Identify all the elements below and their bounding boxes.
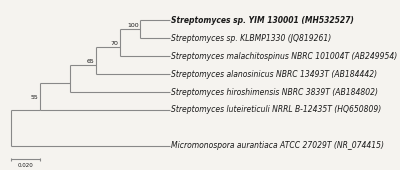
Text: 65: 65 <box>87 59 95 64</box>
Text: Streptomyces malachitospinus NBRC 101004T (AB249954): Streptomyces malachitospinus NBRC 101004… <box>171 52 397 61</box>
Text: 70: 70 <box>110 41 118 46</box>
Text: 0.020: 0.020 <box>18 163 34 168</box>
Text: Streptomyces luteireticuli NRRL B-12435T (HQ650809): Streptomyces luteireticuli NRRL B-12435T… <box>171 105 381 114</box>
Text: 100: 100 <box>127 23 139 28</box>
Text: Streptomyces sp. YIM 130001 (MH532527): Streptomyces sp. YIM 130001 (MH532527) <box>171 16 354 25</box>
Text: Micromonospora aurantiaca ATCC 27029T (NR_074415): Micromonospora aurantiaca ATCC 27029T (N… <box>171 141 384 150</box>
Text: Streptomyces sp. KLBMP1330 (JQ819261): Streptomyces sp. KLBMP1330 (JQ819261) <box>171 33 331 42</box>
Text: Streptomyces alanosinicus NBRC 13493T (AB184442): Streptomyces alanosinicus NBRC 13493T (A… <box>171 70 377 79</box>
Text: Streptomyces hiroshimensis NBRC 3839T (AB184802): Streptomyces hiroshimensis NBRC 3839T (A… <box>171 88 378 97</box>
Text: 55: 55 <box>31 95 39 100</box>
